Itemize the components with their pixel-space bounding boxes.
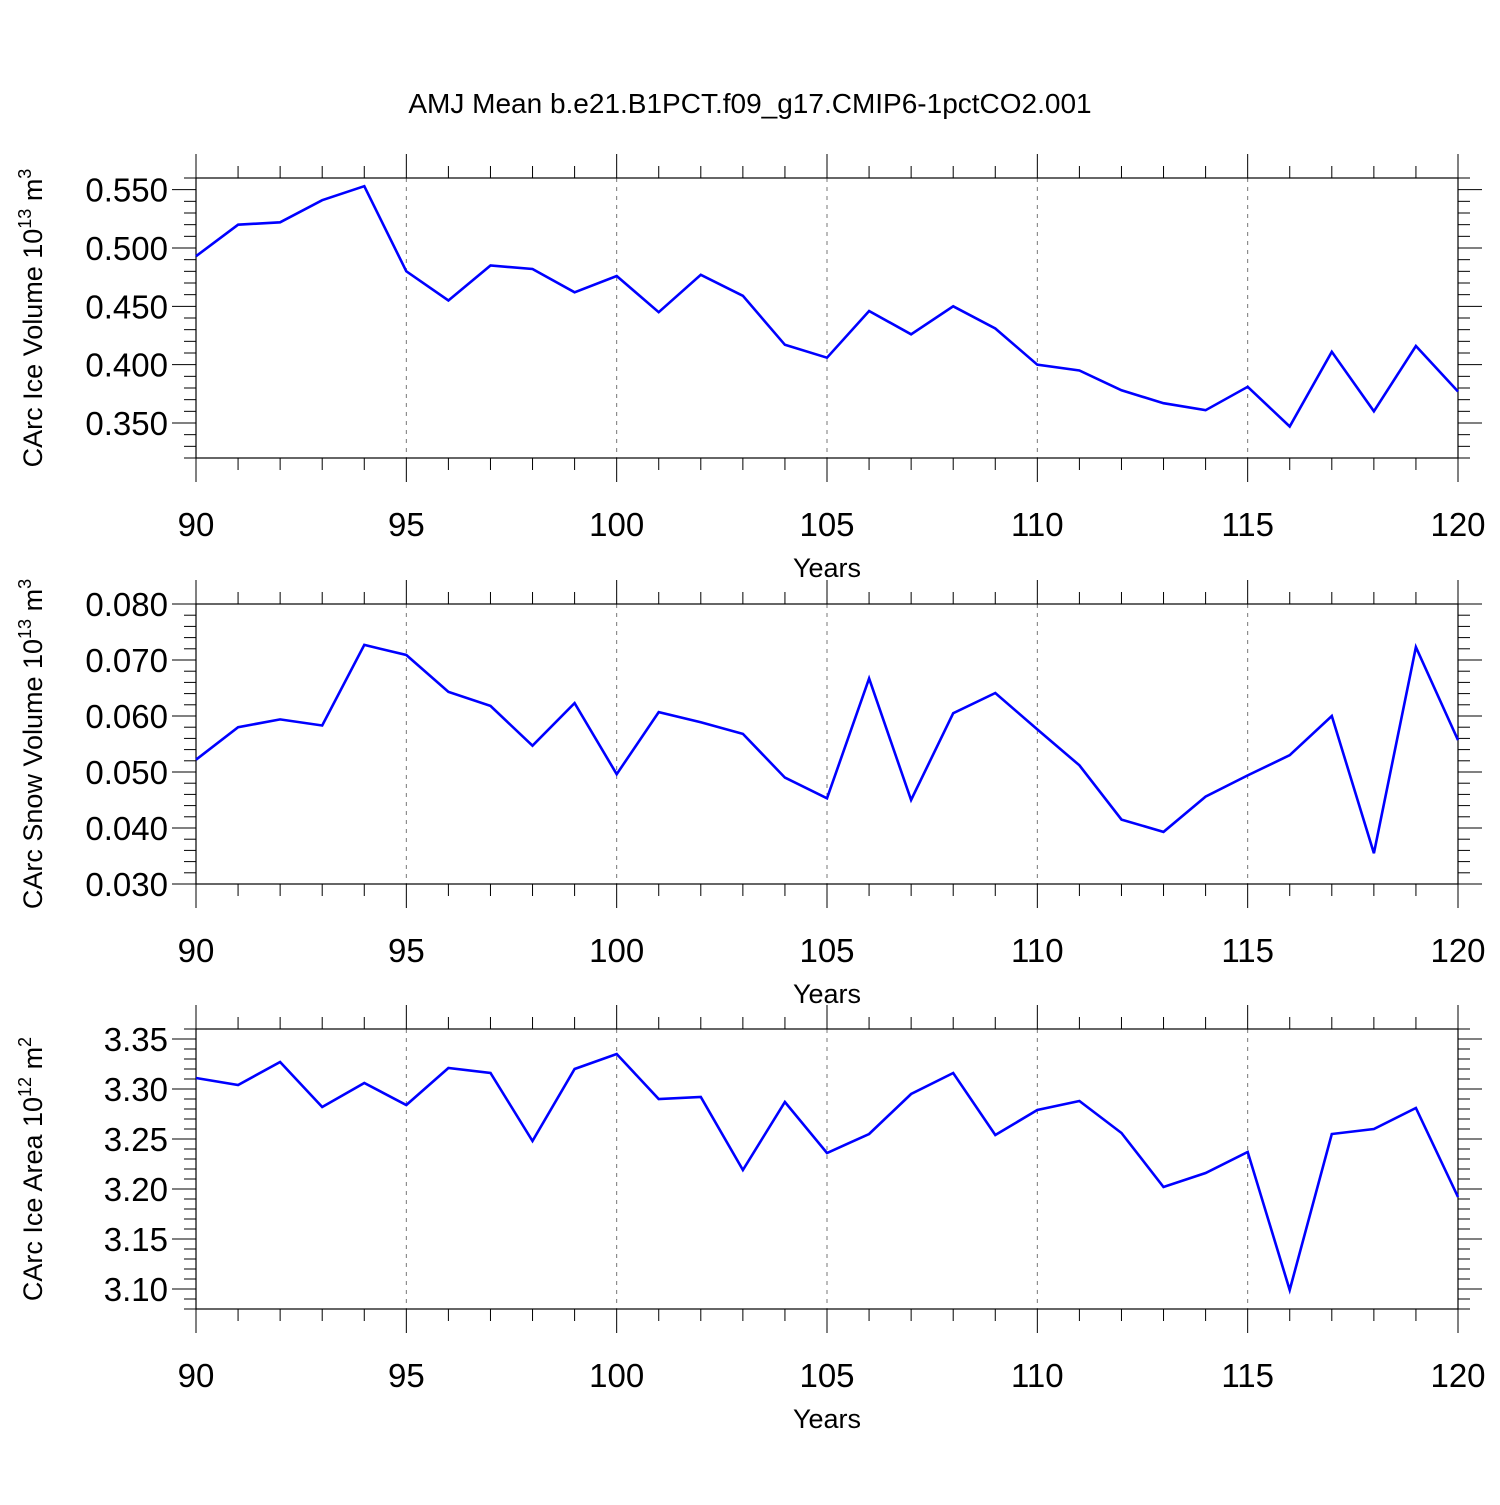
y-tick-label: 3.10: [104, 1271, 168, 1308]
y-tick-label: 0.040: [85, 810, 168, 847]
x-tick-label: 115: [1221, 506, 1274, 543]
panel-3: 3.10 3.15 3.20 3.25 3.30 3.35 90 95 100 105 110 115…: [15, 1005, 1486, 1434]
y-tick-label: 0.070: [85, 642, 168, 679]
x-tick-label: 105: [799, 1357, 854, 1394]
y-tick-label: 0.080: [85, 586, 168, 623]
x-tick-label: 120: [1430, 932, 1485, 969]
page-title: AMJ Mean b.e21.B1PCT.f09_g17.CMIP6-1pctC…: [0, 88, 1500, 120]
x-axis-label: Years: [793, 1404, 861, 1434]
y-tick-label: 3.35: [104, 1021, 168, 1058]
x-tick-label: 90: [178, 932, 215, 969]
x-tick-label: 120: [1430, 1357, 1485, 1394]
y-tick-label: 0.450: [85, 288, 168, 325]
x-tick-label: 100: [589, 1357, 644, 1394]
y-tick-label: 3.30: [104, 1071, 168, 1108]
y-tick-label: 0.060: [85, 698, 168, 735]
panel-1: 0.350 0.400 0.450 0.500 0.550 90 95 100 105 110 11…: [15, 154, 1486, 583]
x-tick-label: 95: [388, 1357, 425, 1394]
x-tick-label: 110: [1011, 932, 1064, 969]
x-tick-label: 115: [1221, 1357, 1274, 1394]
y-axis-label: CArc Ice Area 1012 m2: [15, 1037, 48, 1301]
x-tick-label: 110: [1011, 506, 1064, 543]
y-tick-label: 0.050: [85, 754, 168, 791]
y-tick-label: 3.20: [104, 1171, 168, 1208]
y-tick-label: 0.550: [85, 172, 168, 209]
x-tick-label: 95: [388, 932, 425, 969]
x-tick-label: 90: [178, 1357, 215, 1394]
y-tick-label: 3.25: [104, 1121, 168, 1158]
y-tick-label: 0.400: [85, 347, 168, 384]
x-tick-label: 95: [388, 506, 425, 543]
x-tick-label: 105: [799, 932, 854, 969]
y-axis-label: CArc Ice Volume 1013 m3: [15, 169, 48, 468]
x-tick-label: 110: [1011, 1357, 1064, 1394]
x-tick-label: 105: [799, 506, 854, 543]
x-axis-label: Years: [793, 553, 861, 583]
x-tick-label: 90: [178, 506, 215, 543]
y-tick-label: 3.15: [104, 1221, 168, 1258]
x-axis-label: Years: [793, 979, 861, 1009]
x-tick-label: 115: [1221, 932, 1274, 969]
y-tick-label: 0.500: [85, 230, 168, 267]
x-tick-label: 120: [1430, 506, 1485, 543]
y-axis-label: CArc Snow Volume 1013 m3: [15, 579, 48, 909]
x-tick-label: 100: [589, 506, 644, 543]
y-tick-label: 0.350: [85, 405, 168, 442]
x-tick-label: 100: [589, 932, 644, 969]
y-tick-label: 0.030: [85, 866, 168, 903]
panel-2: 0.030 0.040 0.050 0.060 0.070 0.080 90 95 100 105…: [15, 579, 1486, 1009]
